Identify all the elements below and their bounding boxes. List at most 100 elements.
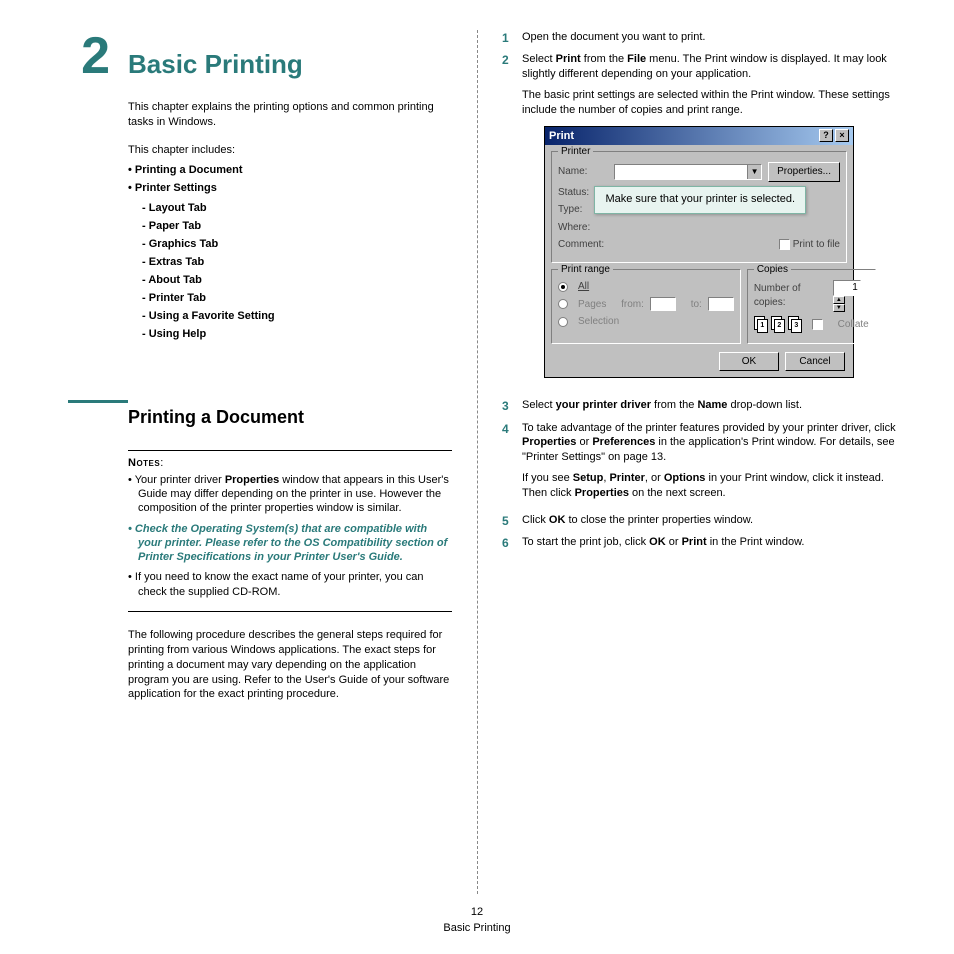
t: in the Print window. — [707, 536, 805, 548]
step-item: 3 Select your printer driver from the Na… — [502, 398, 904, 414]
toc-subitem[interactable]: Using Help — [142, 328, 452, 340]
toc-item[interactable]: Printer Settings Layout Tab Paper Tab Gr… — [128, 182, 452, 340]
help-button[interactable]: ? — [819, 129, 833, 142]
note-text: Your printer driver — [135, 474, 225, 486]
t: Properties — [522, 436, 576, 448]
page-number: 12 — [0, 905, 954, 920]
print-range-group: Print range All Pages from: to: Selectio… — [551, 269, 741, 344]
collate-preview-icon: 11 22 33 — [754, 316, 802, 333]
section-title: Printing a Document — [128, 407, 452, 428]
chapter-number: 2 — [50, 30, 110, 82]
notes-label: Notes — [128, 457, 160, 469]
t: on the next screen. — [629, 487, 726, 499]
spin-down-icon[interactable]: ▼ — [833, 304, 845, 312]
dialog-body: Printer Name: ▼ Properties... Status:Rea… — [545, 145, 853, 377]
t: from the — [581, 53, 627, 65]
to-label: to: — [691, 298, 702, 312]
t: Print — [682, 536, 707, 548]
toc-subitem[interactable]: Printer Tab — [142, 292, 452, 304]
step-number: 6 — [502, 535, 522, 551]
notes-list: Your printer driver Properties window th… — [128, 473, 452, 599]
copies-input[interactable]: 1 — [833, 280, 861, 296]
dialog-buttons: OK Cancel — [551, 350, 847, 372]
ok-button[interactable]: OK — [719, 352, 779, 372]
t: Name — [697, 399, 727, 411]
page-footer: 12 Basic Printing — [0, 905, 954, 936]
print-to-file-label: Print to file — [793, 239, 840, 250]
toc-subitem[interactable]: Extras Tab — [142, 256, 452, 268]
step-text: Select Print from the File menu. The Pri… — [522, 52, 904, 392]
t: To start the print job, click — [522, 536, 649, 548]
step-item: 5 Click OK to close the printer properti… — [502, 513, 904, 529]
t: To take advantage of the printer feature… — [522, 422, 896, 434]
step-subtext: If you see Setup, Printer, or Options in… — [522, 471, 904, 501]
properties-button[interactable]: Properties... — [768, 162, 840, 182]
from-input[interactable] — [650, 297, 676, 311]
step-item: 1 Open the document you want to print. — [502, 30, 904, 46]
t: Options — [664, 472, 706, 484]
t: If you see — [522, 472, 573, 484]
t: Click — [522, 514, 549, 526]
t: File — [627, 53, 646, 65]
t: , or — [645, 472, 664, 484]
dialog-title: Print — [549, 129, 574, 144]
procedure-intro: The following procedure describes the ge… — [128, 628, 452, 702]
t: drop-down list. — [727, 399, 802, 411]
radio-pages[interactable] — [558, 299, 568, 309]
column-divider — [477, 30, 478, 894]
step-text: To start the print job, click OK or Prin… — [522, 535, 904, 551]
step-number: 5 — [502, 513, 522, 529]
printer-name-combo[interactable]: ▼ — [614, 164, 762, 180]
group-legend: Printer — [558, 145, 593, 159]
range-pages: Pages — [578, 298, 606, 312]
toc-subitem[interactable]: Using a Favorite Setting — [142, 310, 452, 322]
step-number: 4 — [502, 421, 522, 507]
toc-item-label: Printer Settings — [135, 182, 217, 194]
copies-group: Copies Number of copies: 1▲▼ 11 22 — [747, 269, 876, 344]
checkbox-icon[interactable] — [779, 239, 790, 250]
step-item: 4 To take advantage of the printer featu… — [502, 421, 904, 507]
toc-subitem[interactable]: Layout Tab — [142, 202, 452, 214]
note-item-emphasis: Check the Operating System(s) that are c… — [128, 522, 452, 565]
range-all[interactable]: All — [578, 280, 589, 294]
section-rule — [68, 400, 128, 403]
toc-subitem[interactable]: Graphics Tab — [142, 238, 452, 250]
t: to close the printer properties window. — [565, 514, 753, 526]
range-selection: Selection — [578, 315, 619, 329]
note-bold: Properties — [225, 474, 279, 486]
step-text: Click OK to close the printer properties… — [522, 513, 904, 529]
collate-checkbox[interactable] — [812, 319, 823, 330]
name-label: Name: — [558, 165, 608, 179]
step-item: 2 Select Print from the File menu. The P… — [502, 52, 904, 392]
t: Printer — [609, 472, 644, 484]
radio-selection[interactable] — [558, 317, 568, 327]
copies-spinner[interactable]: 1▲▼ — [833, 280, 869, 312]
toc-subitem[interactable]: About Tab — [142, 274, 452, 286]
group-legend: Print range — [558, 263, 613, 277]
intro-text: This chapter explains the printing optio… — [128, 100, 452, 130]
t: or — [576, 436, 592, 448]
step-subtext: The basic print settings are selected wi… — [522, 88, 904, 118]
to-input[interactable] — [708, 297, 734, 311]
step-text: Open the document you want to print. — [522, 30, 904, 46]
toc-subitem[interactable]: Paper Tab — [142, 220, 452, 232]
note-item: If you need to know the exact name of yo… — [128, 570, 452, 599]
t: Select — [522, 399, 556, 411]
cancel-button[interactable]: Cancel — [785, 352, 845, 372]
where-label: Where: — [558, 221, 608, 235]
chevron-down-icon[interactable]: ▼ — [747, 165, 761, 179]
close-button[interactable]: × — [835, 129, 849, 142]
range-copies-row: Print range All Pages from: to: Selectio… — [551, 269, 847, 350]
comment-label: Comment: — [558, 238, 608, 252]
step-text: To take advantage of the printer feature… — [522, 421, 904, 507]
radio-all[interactable] — [558, 282, 568, 292]
dialog-controls: ? × — [819, 129, 849, 142]
toc-item[interactable]: Printing a Document — [128, 164, 452, 176]
print-to-file[interactable]: Print to file — [779, 238, 840, 252]
steps-list: 1 Open the document you want to print. 2… — [502, 30, 904, 551]
t: Preferences — [592, 436, 655, 448]
t: Properties — [575, 487, 629, 499]
t: Select — [522, 53, 556, 65]
toc-list: Printing a Document Printer Settings Lay… — [128, 164, 452, 340]
spin-up-icon[interactable]: ▲ — [833, 296, 845, 304]
